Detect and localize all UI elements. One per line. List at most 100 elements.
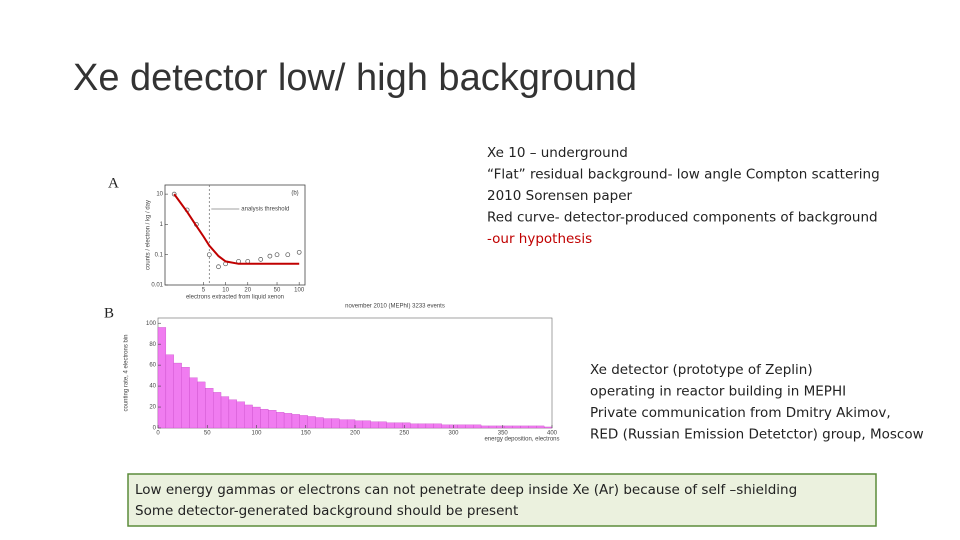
x-tick-label: 50 [274, 288, 281, 294]
bar [157, 327, 167, 429]
bar [528, 425, 537, 429]
y-tick-label: 0.1 [155, 252, 164, 258]
bar [323, 418, 332, 429]
bar [252, 406, 261, 429]
x-tick-label: 5 [202, 288, 206, 294]
bar [220, 396, 230, 429]
bar [370, 421, 379, 429]
bar [181, 367, 190, 429]
bar [410, 423, 419, 429]
plot-frame [164, 184, 306, 286]
note-line: 2010 Sorensen paper [487, 188, 632, 204]
data-point [296, 249, 302, 255]
panel-label: (b) [291, 191, 298, 197]
bar [536, 425, 545, 429]
note-line: Xe 10 – underground [487, 145, 628, 161]
data-point [216, 264, 221, 270]
y-tick-label: 80 [149, 342, 156, 348]
bar [496, 425, 505, 429]
note-line: -our hypothesis [487, 231, 592, 247]
bar [228, 399, 237, 429]
note-line: RED (Russian Emission Detetctor) group, … [590, 427, 924, 443]
data-point [285, 252, 291, 258]
data-point [267, 253, 273, 259]
bar [386, 422, 395, 429]
bar [480, 425, 490, 429]
y-axis-label: counts / electron / kg / day [146, 200, 152, 270]
bar [197, 381, 206, 429]
box-line: Some detector-generated background shoul… [135, 503, 518, 519]
bar [165, 354, 174, 429]
bar [173, 362, 182, 429]
y-tick-label: 10 [156, 192, 163, 198]
y-tick-label: 20 [149, 405, 156, 411]
note-line: Red curve- detector-produced components … [487, 210, 878, 226]
y-tick-label: 1 [160, 222, 164, 228]
slide-title: Xe detector low/ high background [73, 57, 637, 99]
y-tick-label: 40 [149, 384, 156, 390]
bar [504, 425, 513, 429]
x-axis-label: energy deposition, electrons [484, 437, 559, 443]
bar [417, 423, 427, 429]
bar [465, 424, 474, 429]
x-tick-label: 10 [222, 288, 229, 294]
bar [543, 426, 553, 429]
x-tick-label: 100 [294, 288, 305, 294]
bar [339, 419, 348, 429]
conclusion-box [127, 473, 877, 527]
y-tick-label: 60 [149, 363, 156, 369]
x-tick-label: 50 [204, 431, 211, 437]
x-tick-label: 200 [350, 431, 361, 437]
bar [441, 424, 450, 429]
bar [425, 423, 434, 429]
label-b: B [104, 305, 114, 321]
x-tick-label: 300 [448, 431, 459, 437]
box-line: Low energy gammas or electrons can not p… [135, 482, 797, 498]
x-tick-label: 0 [156, 431, 160, 437]
data-point [206, 252, 212, 258]
bar [315, 417, 324, 429]
bar [236, 401, 245, 429]
bar [299, 415, 308, 429]
bar [346, 419, 356, 429]
data-point [274, 252, 280, 258]
bar [283, 413, 293, 429]
bar [331, 418, 340, 429]
note-line: Private communication from Dmitry Akimov… [590, 405, 891, 421]
label-a: A [108, 175, 119, 191]
bar [268, 410, 277, 429]
bar [473, 424, 482, 429]
y-tick-label: 0.01 [151, 283, 163, 289]
y-tick-label: 0 [153, 426, 157, 432]
x-tick-label: 150 [301, 431, 312, 437]
fit-curve [173, 193, 300, 265]
data-point [258, 257, 264, 262]
bar [189, 377, 198, 429]
bar [402, 422, 411, 429]
bar [213, 392, 222, 429]
bar [307, 416, 316, 429]
x-tick-label: 400 [547, 431, 558, 437]
bar [520, 425, 529, 429]
note-line: “Flat” residual background- low angle Co… [487, 167, 880, 183]
bar [362, 420, 371, 429]
annotation: analysis threshold [241, 207, 289, 213]
bar [205, 388, 214, 429]
note-line: operating in reactor building in MEPHI [590, 384, 846, 400]
bar [378, 421, 387, 429]
x-tick-label: 100 [251, 431, 262, 437]
bar [488, 425, 497, 429]
y-axis-label: counting rate, 4 electrons bin [124, 334, 130, 411]
note-line: Xe detector (prototype of Zeplin) [590, 362, 813, 378]
bar [244, 404, 253, 429]
bar [276, 412, 285, 429]
bar [260, 408, 269, 429]
bar [291, 414, 300, 429]
bar [354, 420, 364, 429]
chart-title: november 2010 (MEPhI) 3233 events [345, 304, 445, 310]
x-axis-label: electrons extracted from liquid xenon [186, 295, 284, 301]
bar [394, 422, 403, 429]
x-tick-label: 250 [399, 431, 410, 437]
bar [457, 424, 466, 429]
